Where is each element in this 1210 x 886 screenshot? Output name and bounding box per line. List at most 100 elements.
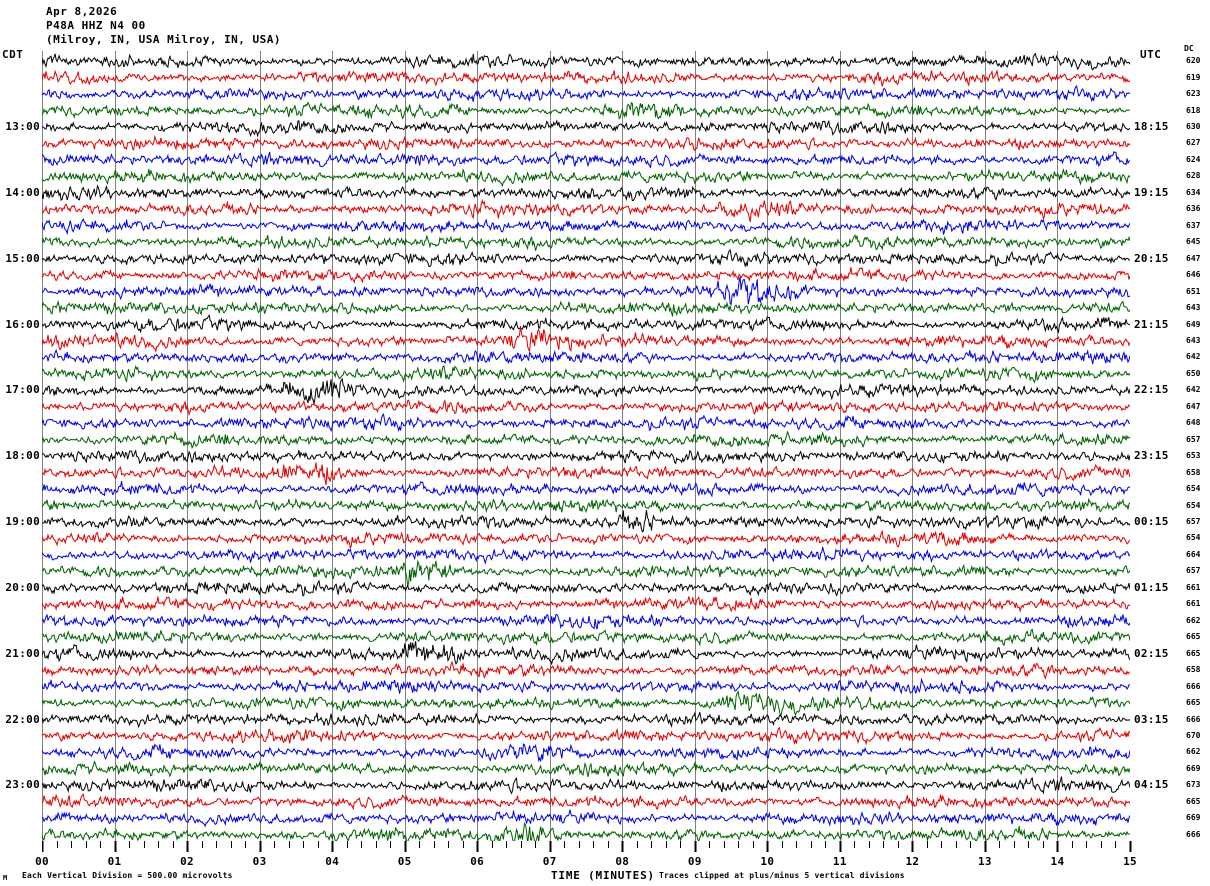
seismic-trace [42,510,1130,533]
dc-value: 643 [1186,303,1201,313]
x-tick-label: 11 [832,855,847,868]
seismic-trace [42,198,1130,223]
dc-value: 669 [1186,813,1201,823]
x-tick-label: 06 [470,855,485,868]
dc-column-header: DC [1184,44,1194,53]
cdt-time-label: 13:00 [5,120,40,134]
corner-mark: M [3,874,8,882]
dc-value: 646 [1186,270,1201,280]
seismic-trace [42,809,1130,828]
cdt-time-label: 21:00 [5,646,40,660]
x-tick-label: 12 [905,855,920,868]
dc-value: 647 [1186,253,1201,263]
dc-value: 653 [1186,451,1201,461]
x-tick-label: 00 [35,855,49,868]
dc-value: 619 [1186,72,1201,82]
dc-value: 665 [1186,698,1201,708]
utc-time-label: 00:15 [1134,515,1169,529]
seismic-trace [42,314,1130,334]
dc-value: 670 [1186,730,1201,740]
dc-value: 654 [1186,500,1201,510]
dc-value: 673 [1186,780,1201,790]
x-tick-label: 08 [615,855,630,868]
dc-value: 662 [1186,747,1201,757]
utc-time-label: 04:15 [1134,778,1169,792]
helicorder-plot[interactable] [42,51,1130,841]
utc-time-label: 22:15 [1134,383,1169,397]
dc-value: 666 [1186,681,1201,691]
x-tick-label: 02 [180,855,194,868]
x-tick-label: 10 [760,855,775,868]
seismic-trace [42,497,1130,514]
dc-value: 662 [1186,615,1201,625]
dc-value: 658 [1186,665,1201,675]
x-tick-label: 01 [107,855,122,868]
x-tick-label: 03 [252,855,267,868]
seismic-trace [42,613,1130,630]
dc-value: 642 [1186,352,1201,362]
seismic-trace [42,69,1130,87]
seismic-trace [42,119,1130,138]
cdt-time-label: 22:00 [5,712,40,726]
x-tick-label: 04 [325,855,340,868]
dc-value: 618 [1186,105,1201,115]
cdt-time-label: 17:00 [5,383,40,397]
x-tick-label: 13 [977,855,992,868]
dc-value: 627 [1186,138,1201,148]
dc-value: 657 [1186,517,1201,527]
seismic-trace [42,743,1130,763]
dc-value: 664 [1186,549,1201,559]
seismic-trace [42,660,1130,680]
utc-time-label: 03:15 [1134,712,1169,726]
seismic-trace [42,821,1130,841]
right-timezone-header: UTC [1140,48,1162,61]
dc-value: 645 [1186,237,1201,247]
header-channel: P48A HHZ N4 00 [46,19,146,32]
seismic-trace [42,559,1130,588]
seismic-trace [42,134,1130,152]
x-tick-label: 07 [542,855,557,868]
dc-value: 654 [1186,484,1201,494]
dc-value: 649 [1186,319,1201,329]
cdt-time-label: 23:00 [5,778,40,792]
utc-time-label: 23:15 [1134,449,1169,463]
seismic-trace [42,52,1130,71]
seismic-trace [42,218,1130,236]
dc-value: 637 [1186,220,1201,230]
cdt-time-label: 16:00 [5,317,40,331]
header-location: (Milroy, IN, USA Milroy, IN, USA) [46,33,282,46]
seismic-trace [42,711,1130,729]
seismic-trace [42,377,1130,404]
dc-value: 648 [1186,418,1201,428]
dc-value: 643 [1186,335,1201,345]
dc-value: 642 [1186,385,1201,395]
left-timezone-header: CDT [2,48,24,61]
utc-time-label: 01:15 [1134,580,1169,594]
dc-value: 623 [1186,89,1201,99]
dc-value: 657 [1186,566,1201,576]
seismic-trace [42,595,1130,613]
dc-value: 669 [1186,763,1201,773]
x-axis-ticks [42,841,1132,852]
seismic-trace [42,430,1130,449]
dc-value: 636 [1186,204,1201,214]
seismic-trace [42,793,1130,811]
cdt-time-label: 14:00 [5,185,40,199]
seismic-trace [42,462,1130,486]
seismic-trace [42,326,1130,353]
seismic-trace [42,546,1130,565]
utc-time-label: 21:15 [1134,317,1169,331]
seismic-trace [42,677,1130,695]
dc-value: 665 [1186,796,1201,806]
dc-value: 624 [1186,154,1201,164]
x-axis-title: TIME (MINUTES) [551,869,655,882]
cdt-time-label: 15:00 [5,251,40,265]
seismic-trace [42,267,1130,284]
seismic-trace [42,299,1130,317]
seismic-trace [42,184,1130,202]
dc-value: 628 [1186,171,1201,181]
dc-value: 620 [1186,56,1201,66]
dc-value: 661 [1186,599,1201,609]
seismic-trace [42,248,1130,268]
utc-time-label: 02:15 [1134,646,1169,660]
